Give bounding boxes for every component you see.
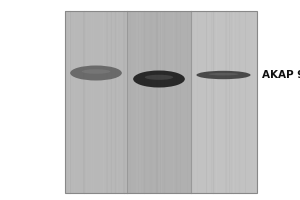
Bar <box>128 11 190 193</box>
Text: AKAP 95: AKAP 95 <box>262 70 300 80</box>
Bar <box>256 0 300 200</box>
Ellipse shape <box>133 71 185 88</box>
Ellipse shape <box>145 75 173 80</box>
Ellipse shape <box>196 71 250 79</box>
Bar <box>64 11 256 193</box>
Ellipse shape <box>208 73 238 75</box>
Bar <box>0 0 64 200</box>
Ellipse shape <box>70 66 122 80</box>
Bar <box>190 11 256 193</box>
Bar <box>64 11 128 193</box>
Ellipse shape <box>82 69 110 74</box>
